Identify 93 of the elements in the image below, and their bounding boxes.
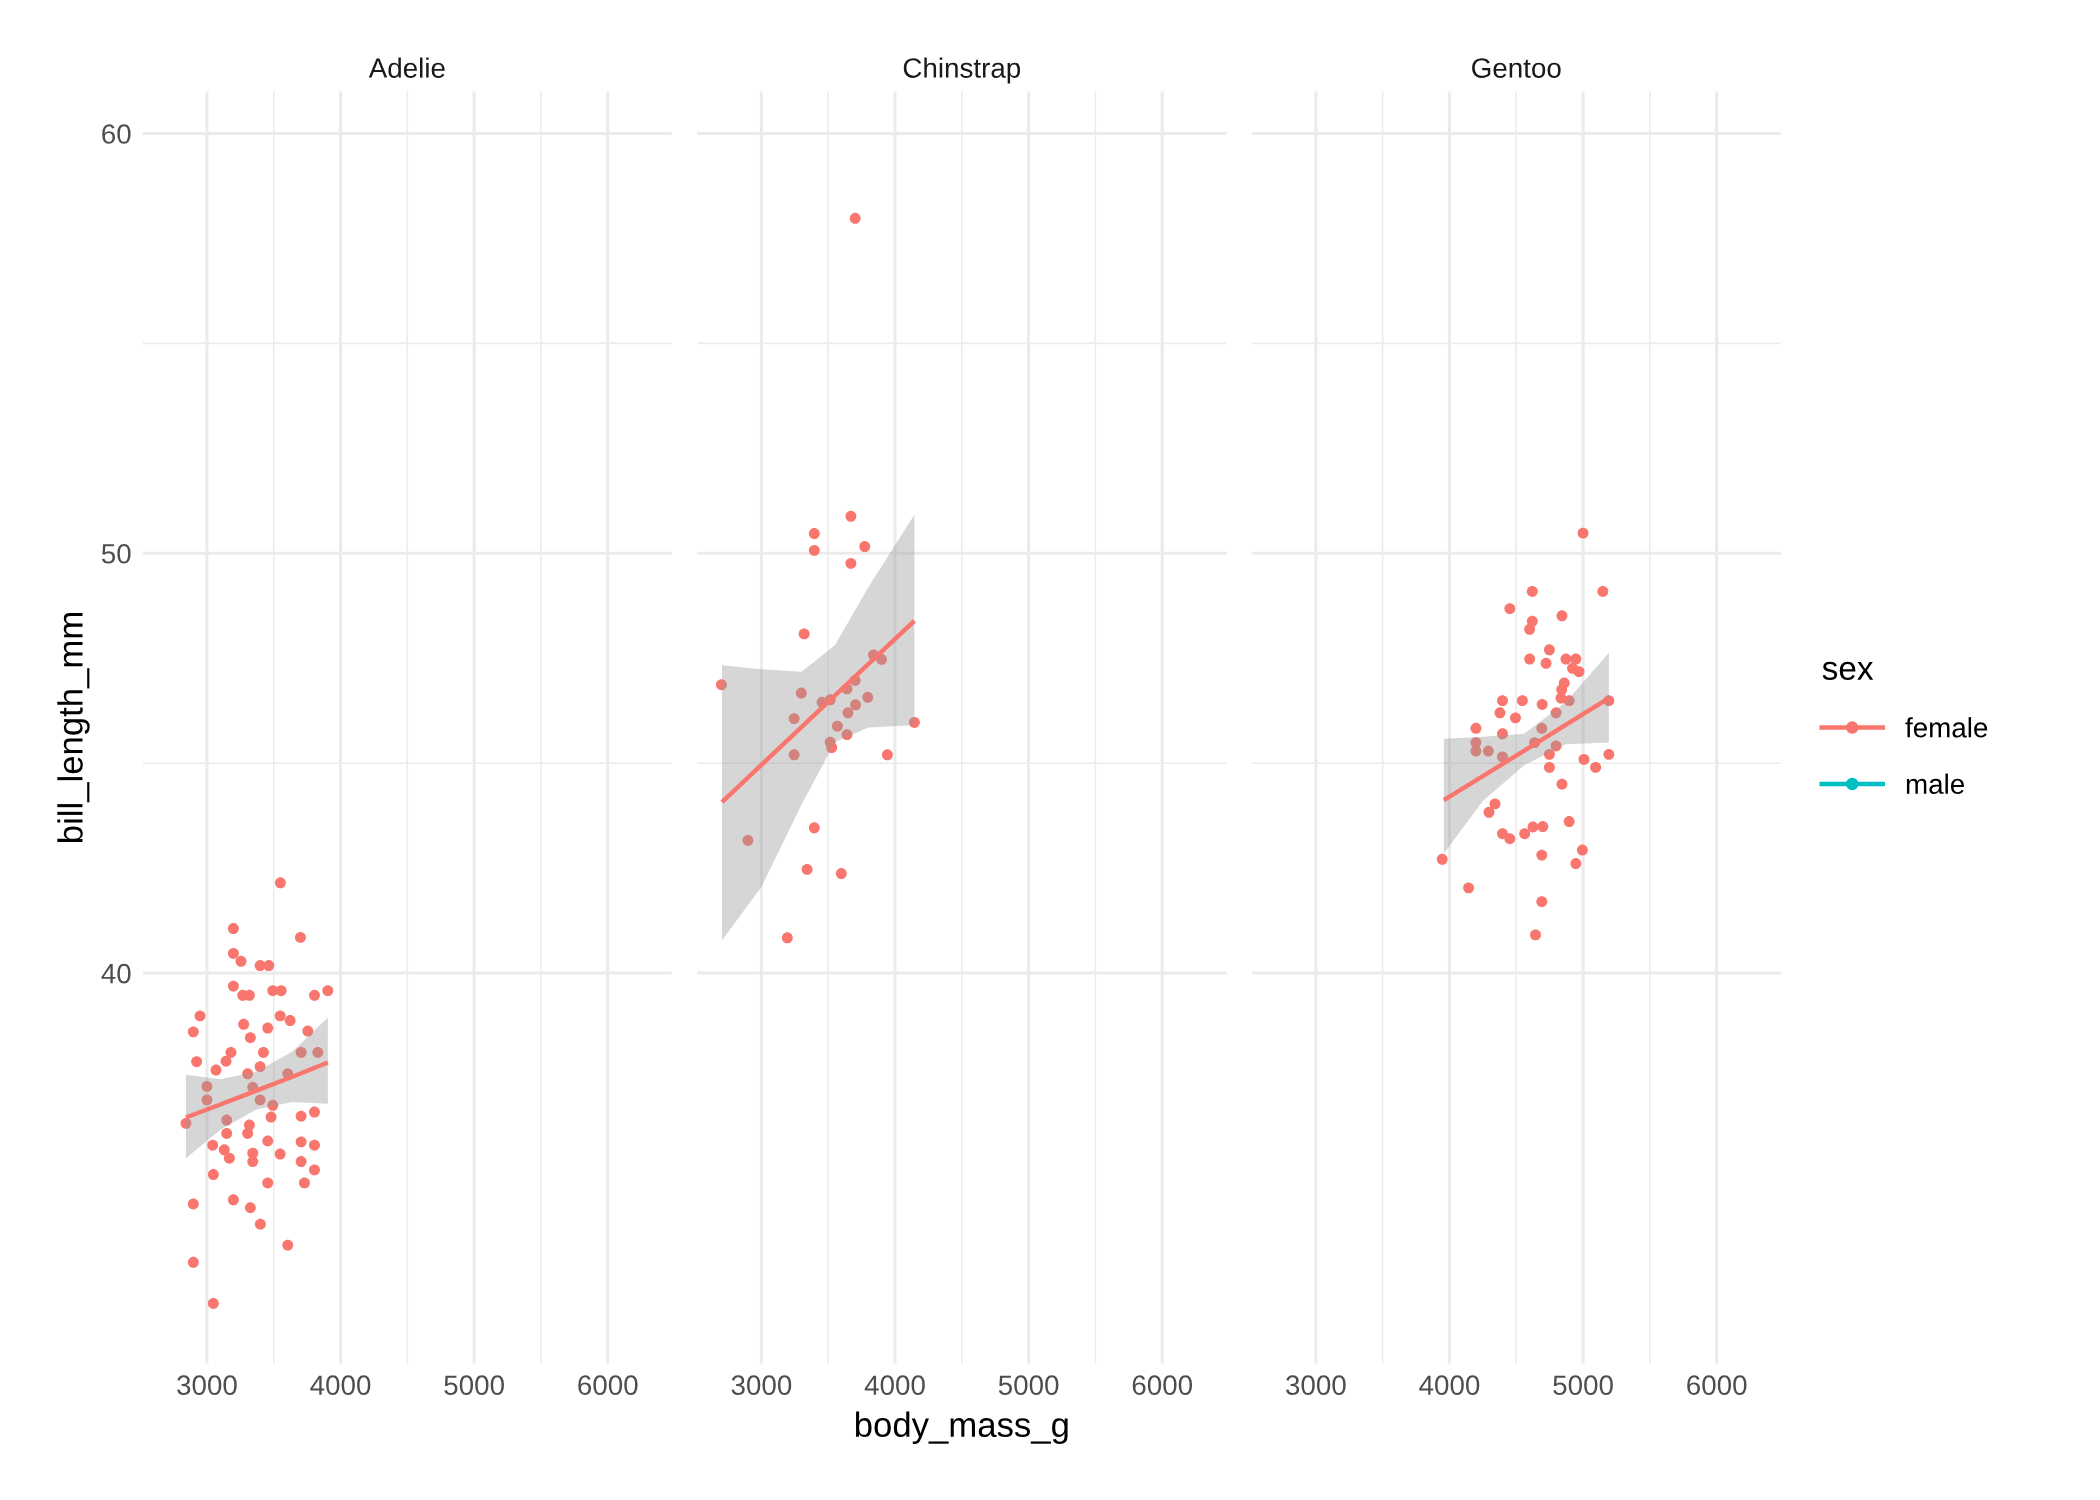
point <box>1470 722 1482 734</box>
point <box>1543 644 1555 656</box>
legend-label: male <box>1906 773 1964 794</box>
point <box>798 628 810 640</box>
point <box>1527 821 1539 833</box>
point <box>1536 722 1548 734</box>
x-tick-label: 4000 <box>310 1375 371 1396</box>
x-tick-label: 6000 <box>1687 1375 1747 1396</box>
point <box>1556 610 1568 622</box>
point <box>1463 882 1475 894</box>
point <box>831 720 843 732</box>
point <box>850 699 862 711</box>
x-tick-label: 5000 <box>1553 1375 1613 1396</box>
point <box>1556 778 1568 790</box>
point <box>1483 806 1495 818</box>
point <box>1509 712 1521 724</box>
point <box>808 528 820 540</box>
x-tick-label: 3000 <box>177 1375 237 1396</box>
point <box>1519 828 1531 840</box>
point <box>808 822 820 834</box>
point <box>1436 853 1448 865</box>
x-tick-label: 4000 <box>1419 1375 1480 1396</box>
point <box>1560 653 1572 665</box>
point <box>1550 740 1562 752</box>
point <box>1497 828 1508 840</box>
point <box>795 687 807 699</box>
y-tick-label: 60 <box>102 124 131 144</box>
point <box>1576 844 1588 856</box>
point <box>788 749 800 761</box>
x-tick-label: 6000 <box>578 1375 638 1396</box>
x-tick-label: 5000 <box>998 1375 1059 1396</box>
chart-title: Adelie <box>368 57 445 78</box>
y-tick-label: 50 <box>101 543 131 564</box>
point <box>845 557 857 569</box>
y-tick-label: 40 <box>101 963 131 984</box>
point <box>1497 695 1508 707</box>
point <box>1504 603 1516 615</box>
point <box>1543 748 1555 760</box>
point <box>1516 695 1528 707</box>
point <box>1524 623 1536 635</box>
x-tick-label: 6000 <box>1132 1375 1193 1396</box>
point <box>1573 666 1585 678</box>
point <box>826 742 838 754</box>
point <box>808 544 820 556</box>
point <box>1494 707 1506 719</box>
point <box>1530 929 1541 941</box>
point <box>781 932 793 944</box>
point <box>788 713 800 725</box>
point <box>1577 527 1589 539</box>
point <box>845 510 857 522</box>
point <box>841 729 853 741</box>
point <box>1537 821 1549 833</box>
x-tick-label: 3000 <box>731 1375 792 1396</box>
point <box>742 834 754 846</box>
point <box>859 541 871 553</box>
x-tick-label: 4000 <box>864 1375 925 1396</box>
point <box>1603 748 1615 760</box>
point <box>1563 816 1575 827</box>
point <box>842 707 854 719</box>
point <box>1497 728 1508 740</box>
point <box>1524 653 1536 665</box>
point <box>801 863 813 875</box>
chart-title: Gentoo <box>1472 58 1561 78</box>
point <box>1590 761 1602 773</box>
x-axis-title: body_mass_g <box>855 1411 1068 1444</box>
point <box>1550 707 1562 719</box>
point <box>1497 751 1508 763</box>
y-axis-title: bill_length_mm <box>57 613 90 843</box>
point <box>1536 849 1548 861</box>
legend-title: sex <box>1822 661 1874 680</box>
point <box>1536 698 1548 710</box>
point <box>1540 657 1552 669</box>
chart-title: Chinstrap <box>903 57 1021 84</box>
point <box>881 749 893 761</box>
point <box>1489 798 1501 810</box>
x-tick-label: 5000 <box>444 1375 504 1396</box>
point <box>1563 695 1575 707</box>
point <box>835 868 847 880</box>
point <box>862 691 874 703</box>
legend-label: female <box>1905 717 1988 738</box>
point <box>1526 586 1538 597</box>
point <box>1482 745 1494 757</box>
x-tick-label: 3000 <box>1286 1375 1346 1396</box>
point <box>849 212 861 224</box>
point <box>1504 833 1516 845</box>
point <box>1570 653 1582 665</box>
point <box>1578 753 1590 765</box>
point <box>715 679 727 691</box>
point <box>1536 896 1548 908</box>
point <box>1597 586 1609 597</box>
point <box>908 716 920 728</box>
point <box>1570 858 1582 869</box>
point <box>1543 761 1555 773</box>
